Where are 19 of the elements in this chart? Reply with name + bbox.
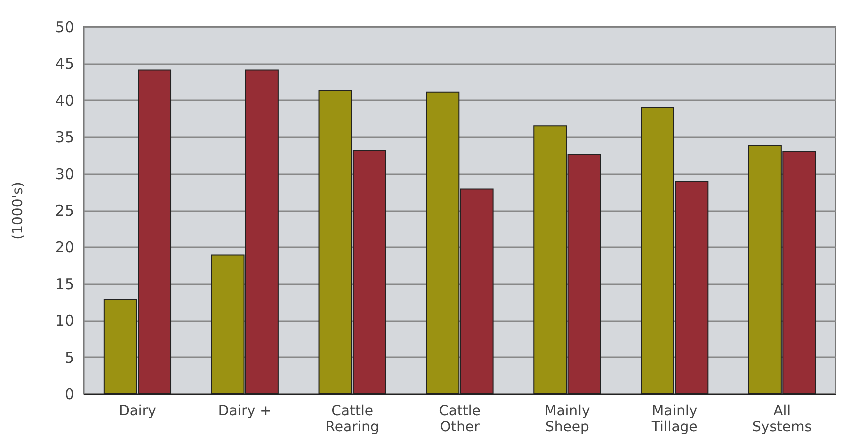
y-tick-label: 15 [55,275,74,294]
y-tick-label: 40 [55,92,74,110]
y-tick-label: 25 [55,202,74,220]
x-tick-label: Dairy + [218,404,272,420]
x-tick-label: All Systems [752,404,812,436]
y-tick-label: 50 [55,18,74,36]
y-tick-label: 0 [64,386,74,404]
x-tick-label: Mainly Sheep [544,404,590,436]
y-tick-label: 35 [55,128,74,147]
x-tick-label: Cattle Rearing [326,404,380,436]
x-tick-label: Cattle Other [439,404,481,436]
x-tick-label: Mainly Tillage [650,404,698,436]
y-tick-label: 45 [55,55,74,74]
x-tick-label: Dairy [119,404,156,420]
y-tick-label: 10 [55,312,74,330]
y-axis-title: (1000's) [10,182,26,240]
y-tick-label: 30 [55,165,74,184]
y-tick-label: 20 [55,238,74,257]
y-tick-label: 5 [64,348,74,367]
